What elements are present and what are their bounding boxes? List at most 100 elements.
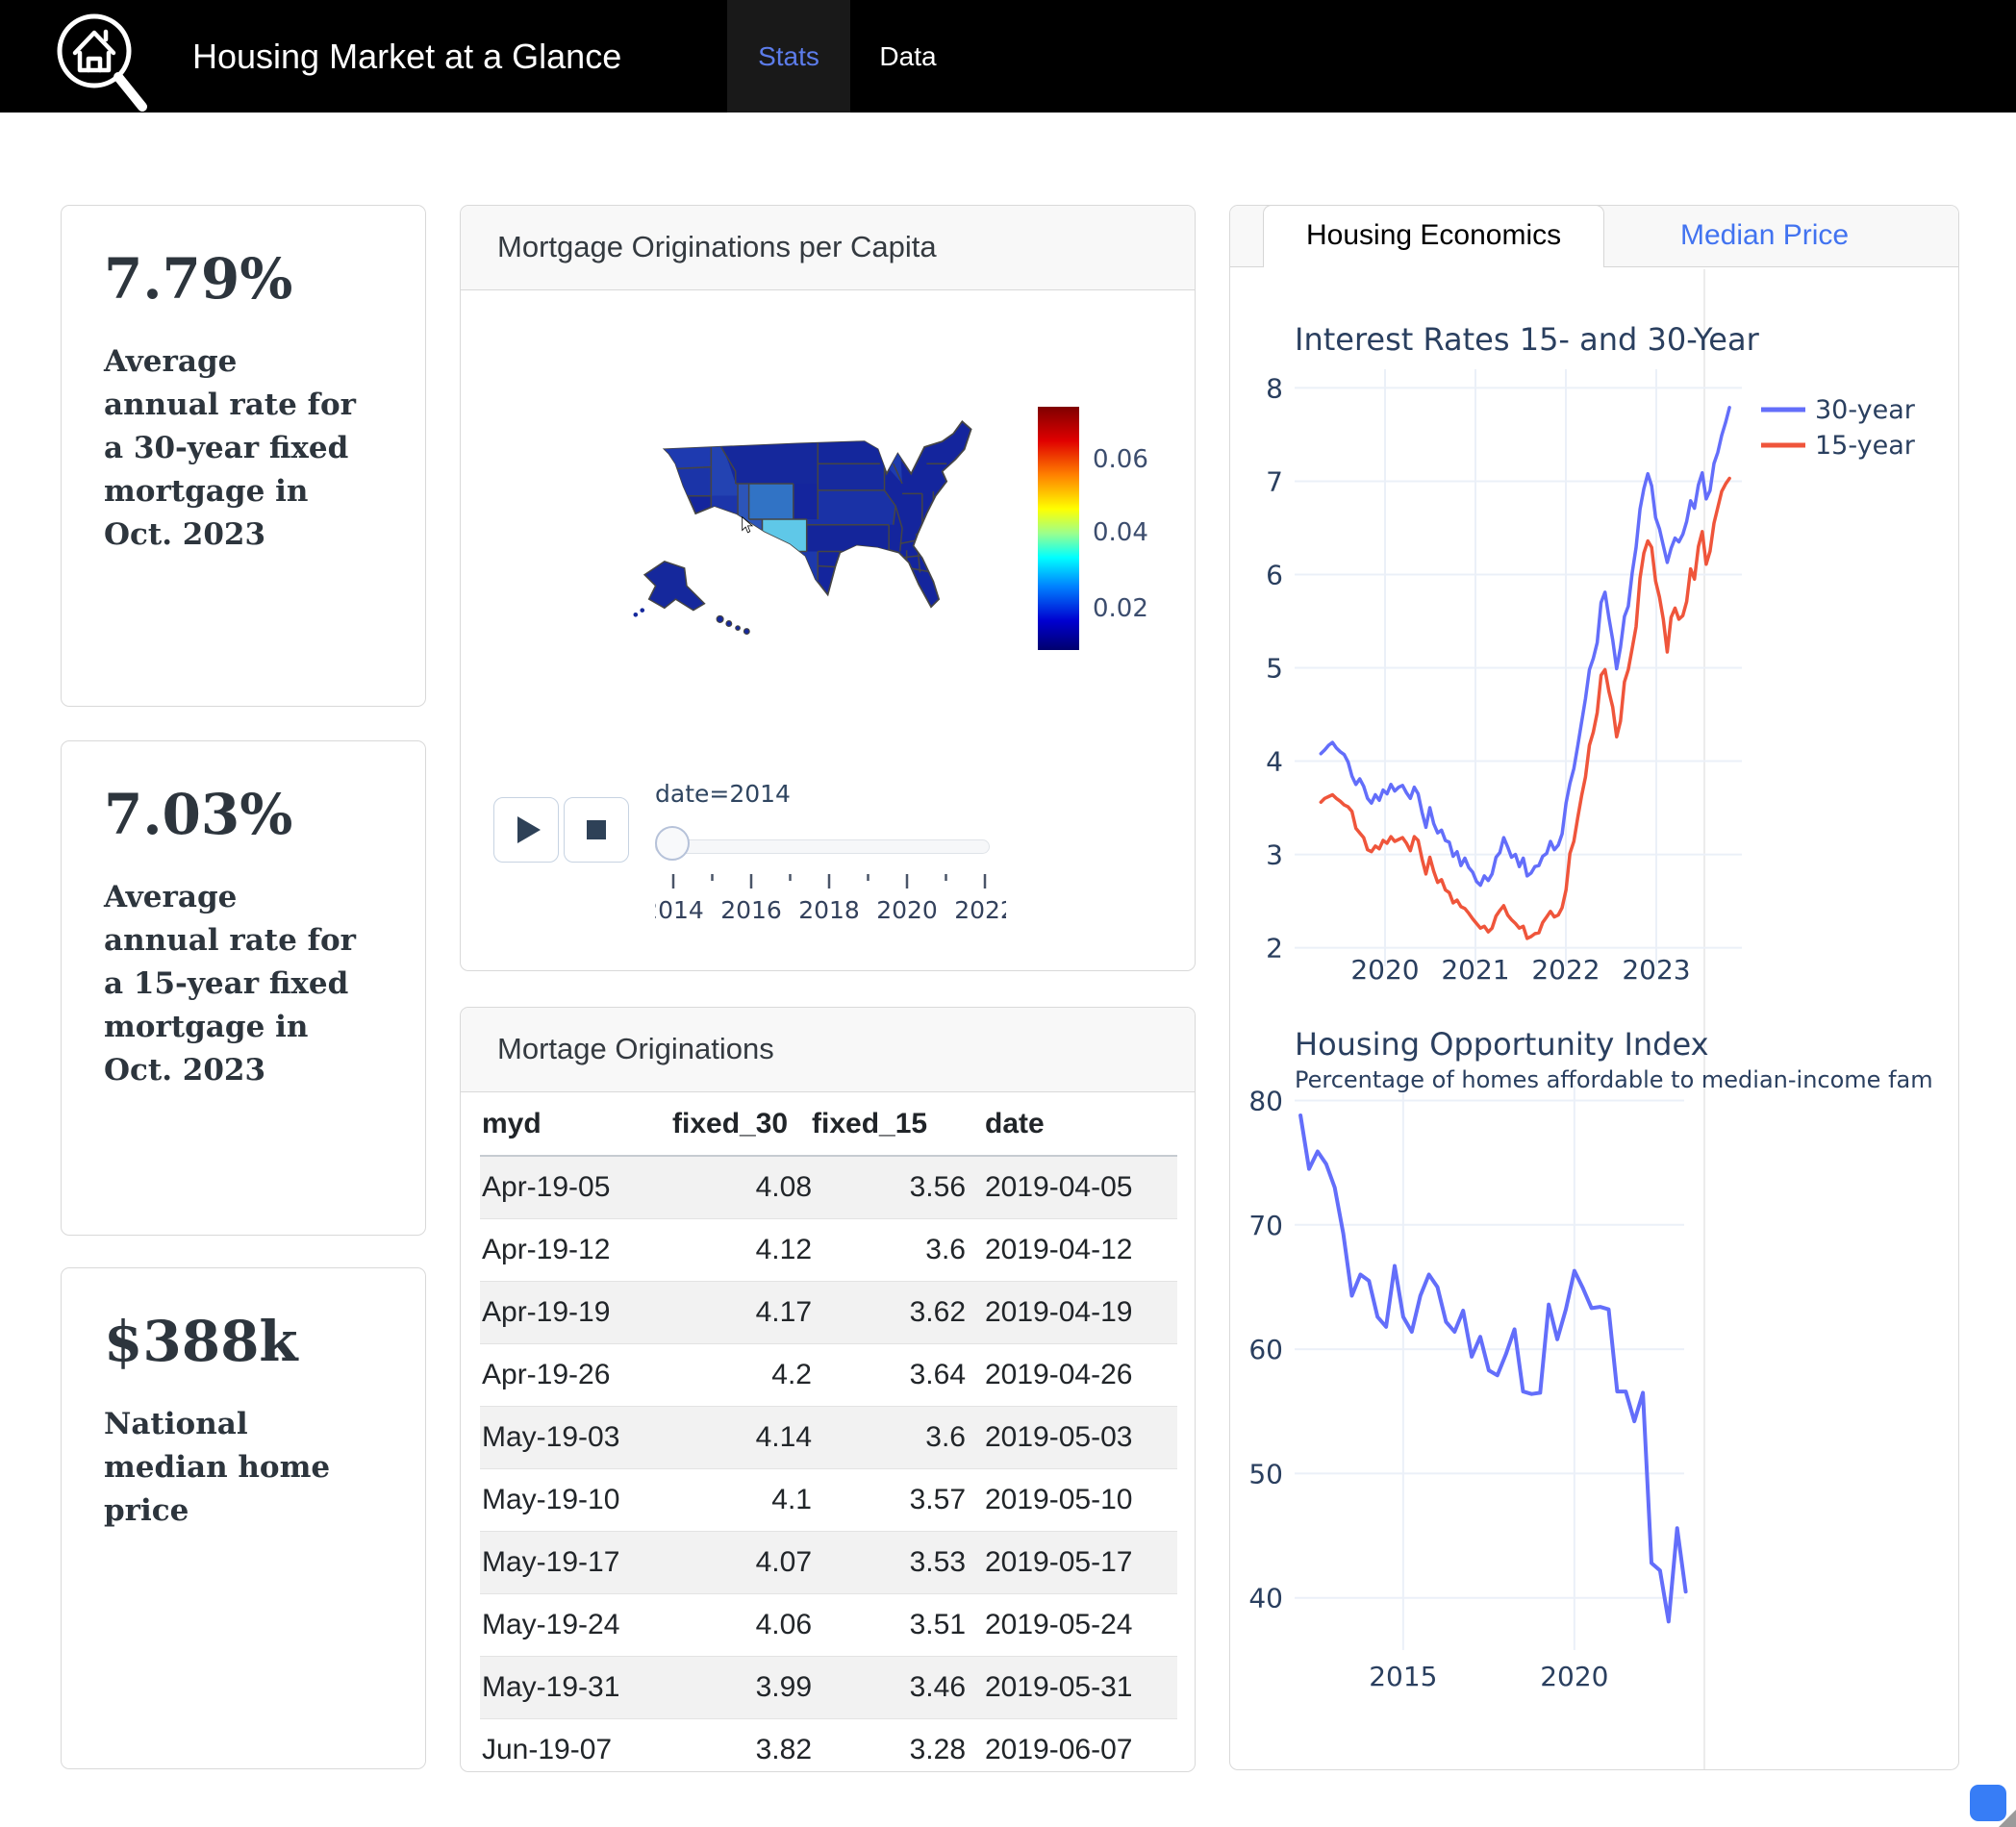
alaska-shape [633,561,706,617]
stop-button[interactable] [564,797,629,863]
table-row[interactable]: Apr-19-12 4.12 3.6 2019-04-12 [480,1218,1177,1282]
svg-text:4: 4 [1266,746,1283,778]
table-row[interactable]: Apr-19-26 4.2 3.64 2019-04-26 [480,1343,1177,1407]
svg-text:Housing Opportunity Index: Housing Opportunity Index [1295,1026,1709,1063]
originations-table-card: Mortage Originations myd fixed_30 fixed_… [460,1007,1196,1772]
table-cell: Apr-19-19 [480,1281,672,1344]
us-choropleth-map[interactable] [631,419,987,641]
table-row[interactable]: May-19-10 4.1 3.57 2019-05-10 [480,1468,1177,1532]
svg-text:3: 3 [1266,839,1283,871]
table-card-title: Mortage Originations [461,1008,1195,1092]
stat-card-median-price: $388k National median home price [61,1267,426,1769]
state-wyoming [748,483,794,519]
stat-card-15yr: 7.03% Average annual rate for a 15-year … [61,740,426,1236]
table-row[interactable]: May-19-03 4.14 3.6 2019-05-03 [480,1406,1177,1469]
slider-tick-2014: 2014 [655,896,704,924]
table-cell: 4.1 [672,1468,812,1532]
svg-text:50: 50 [1248,1458,1283,1489]
table-cell: 3.62 [812,1281,966,1344]
play-button[interactable] [493,797,559,863]
svg-text:2023: 2023 [1622,954,1690,986]
slider-tick-2016: 2016 [720,896,782,924]
svg-text:8: 8 [1266,372,1283,404]
map-colorbar: 0.06 0.04 0.02 [1038,407,1148,650]
svg-text:2: 2 [1266,933,1283,964]
table-cell: 3.56 [812,1156,966,1219]
year-slider-handle[interactable] [655,826,690,861]
interest-rates-chart[interactable]: 2020 2021 2022 2023 2 3 4 5 6 7 8 Interest Rates 15… [1230,267,1960,1020]
tab-housing-economics[interactable]: Housing Economics [1263,204,1605,267]
stat-desc-15yr: Average annual rate for a 15-year fixed … [104,880,356,1088]
table-cell: 2019-06-07 [966,1718,1177,1771]
resize-handle-icon [1999,1810,2016,1827]
map-card-title: Mortgage Originations per Capita [461,206,1195,290]
table-cell: 3.53 [812,1531,966,1594]
svg-text:Interest Rates 15- and 30-Year: Interest Rates 15- and 30-Year [1295,321,1760,358]
table-cell: 4.12 [672,1218,812,1282]
stat-value-median-price: $388k [104,1309,298,1374]
table-cell: 3.46 [812,1656,966,1719]
svg-text:2020: 2020 [1350,954,1419,986]
svg-text:30-year: 30-year [1815,395,1916,425]
slider-tick-2020: 2020 [876,896,938,924]
table-row[interactable]: May-19-17 4.07 3.53 2019-05-17 [480,1531,1177,1594]
panel-inner-divider [1703,269,1705,1769]
table-cell: Apr-19-05 [480,1156,672,1219]
svg-text:2021: 2021 [1441,954,1509,986]
colorbar-tick-002: 0.02 [1093,594,1148,623]
svg-text:7: 7 [1266,465,1283,497]
table-row[interactable]: Jun-19-07 3.82 3.28 2019-06-07 [480,1718,1177,1771]
svg-text:2022: 2022 [1531,954,1600,986]
housing-opportunity-chart[interactable]: 2015 2020 40 50 60 70 80 Housing Opportunity In… [1230,1020,1960,1769]
table-cell: 4.06 [672,1593,812,1657]
table-row[interactable]: May-19-24 4.06 3.51 2019-05-24 [480,1593,1177,1657]
table-row[interactable]: Apr-19-05 4.08 3.56 2019-04-05 [480,1156,1177,1219]
originations-table: myd fixed_30 fixed_15 date Apr-19-05 4.08… [480,1092,1177,1771]
col-header-myd[interactable]: myd [480,1092,672,1157]
table-cell: 3.99 [672,1656,812,1719]
stat-desc-30yr: Average annual rate for a 30-year fixed … [104,344,356,552]
table-cell: 3.28 [812,1718,966,1771]
table-cell: 2019-04-12 [966,1218,1177,1282]
svg-text:6: 6 [1266,559,1283,590]
table-cell: 2019-04-19 [966,1281,1177,1344]
year-slider-track[interactable] [655,839,990,854]
table-cell: May-19-17 [480,1531,672,1594]
col-header-fixed30[interactable]: fixed_30 [672,1092,812,1157]
table-cell: 4.08 [672,1156,812,1219]
table-row[interactable]: Apr-19-19 4.17 3.62 2019-04-19 [480,1281,1177,1344]
svg-text:70: 70 [1248,1210,1283,1241]
house-search-logo-icon [57,13,147,112]
stat-value-30yr: 7.79% [104,246,293,312]
stop-icon [587,820,606,839]
svg-text:2020: 2020 [1540,1661,1608,1692]
table-cell: May-19-03 [480,1406,672,1469]
table-cell: Apr-19-12 [480,1218,672,1282]
stat-value-15yr: 7.03% [104,782,293,847]
slider-frame-label: date=2014 [655,780,791,808]
nav-tab-data[interactable]: Data [879,41,937,71]
tab-median-price[interactable]: Median Price [1680,219,1850,251]
table-row[interactable]: May-19-31 3.99 3.46 2019-05-31 [480,1656,1177,1719]
table-cell: 3.6 [812,1406,966,1469]
map-card: Mortgage Originations per Capita [460,205,1196,971]
table-cell: Apr-19-26 [480,1343,672,1407]
table-cell: 4.07 [672,1531,812,1594]
table-cell: 2019-05-17 [966,1531,1177,1594]
panel-tabbar: Housing Economics Median Price [1230,204,1958,267]
table-cell: 3.6 [812,1218,966,1282]
col-header-fixed15[interactable]: fixed_15 [812,1092,966,1157]
svg-text:40: 40 [1248,1583,1283,1614]
svg-text:Percentage of homes affordable: Percentage of homes affordable to median… [1295,1066,1933,1093]
col-header-date[interactable]: date [966,1092,1177,1157]
app-title: Housing Market at a Glance [192,37,622,76]
table-header-row: myd fixed_30 fixed_15 date [480,1092,1177,1157]
table-cell: May-19-24 [480,1593,672,1657]
navbar: Housing Market at a Glance Stats Data [0,0,2016,113]
slider-tick-2022: 2022 [954,896,1006,924]
nav-tab-stats[interactable]: Stats [727,0,850,113]
table-cell: 2019-04-26 [966,1343,1177,1407]
economics-panel: Housing Economics Median Price 2020 2021 2… [1229,204,1960,1770]
svg-text:60: 60 [1248,1334,1283,1365]
